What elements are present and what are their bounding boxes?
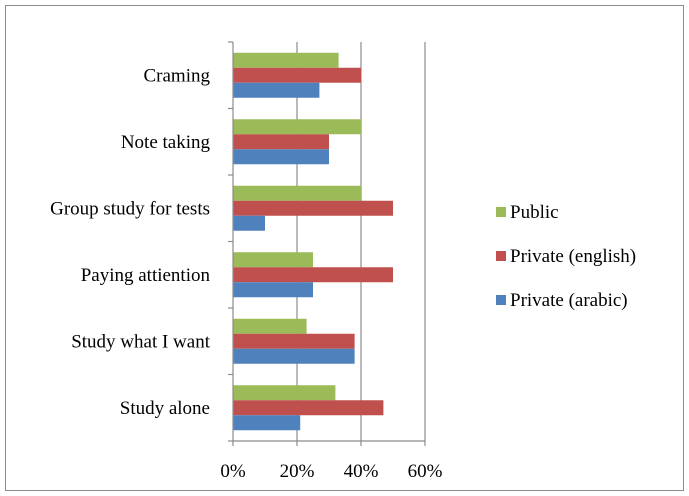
labels: 0% 20% 40% 60% Craming Note taking Group study… [50, 65, 442, 482]
bar-private-arabic-1 [233, 82, 320, 98]
bar-private-english-5 [233, 333, 355, 349]
bar-private-english-1 [233, 67, 361, 83]
category-label: Craming [144, 65, 211, 86]
legend-swatch [496, 295, 506, 305]
legend: Public Private (english) Private (arabic) [496, 202, 636, 311]
x-tick-label: 40% [344, 461, 379, 482]
bar-private-arabic-5 [233, 348, 355, 364]
bar-public-5 [233, 318, 307, 334]
gridlines [296, 42, 426, 441]
bar-private-arabic-6 [233, 415, 301, 431]
legend-swatch [496, 251, 506, 261]
category-label: Paying attiention [81, 265, 211, 286]
bar-public-2 [233, 119, 361, 135]
bar-private-english-6 [233, 400, 384, 416]
bar-public-6 [233, 385, 336, 401]
legend-label: Private (arabic) [510, 290, 628, 311]
bar-private-arabic-4 [233, 282, 313, 298]
bar-public-1 [233, 52, 339, 68]
bar-public-3 [233, 185, 361, 201]
bar-private-english-4 [233, 267, 393, 283]
category-label: Note taking [121, 132, 211, 153]
bar-private-arabic-2 [233, 149, 329, 165]
bar-private-english-2 [233, 134, 329, 150]
category-label: Study alone [120, 398, 210, 419]
bar-private-english-3 [233, 200, 393, 216]
bar-public-4 [233, 252, 313, 268]
axes [228, 41, 426, 446]
bar-private-arabic-3 [233, 215, 265, 231]
legend-swatch [496, 207, 506, 217]
x-tick-label: 60% [408, 461, 443, 482]
legend-label: Public [510, 202, 559, 223]
category-label: Group study for tests [50, 198, 210, 219]
x-tick-label: 0% [220, 461, 246, 482]
legend-label: Private (english) [510, 246, 636, 267]
category-label: Study what I want [71, 331, 211, 352]
bars [233, 52, 393, 431]
x-tick-label: 20% [280, 461, 315, 482]
